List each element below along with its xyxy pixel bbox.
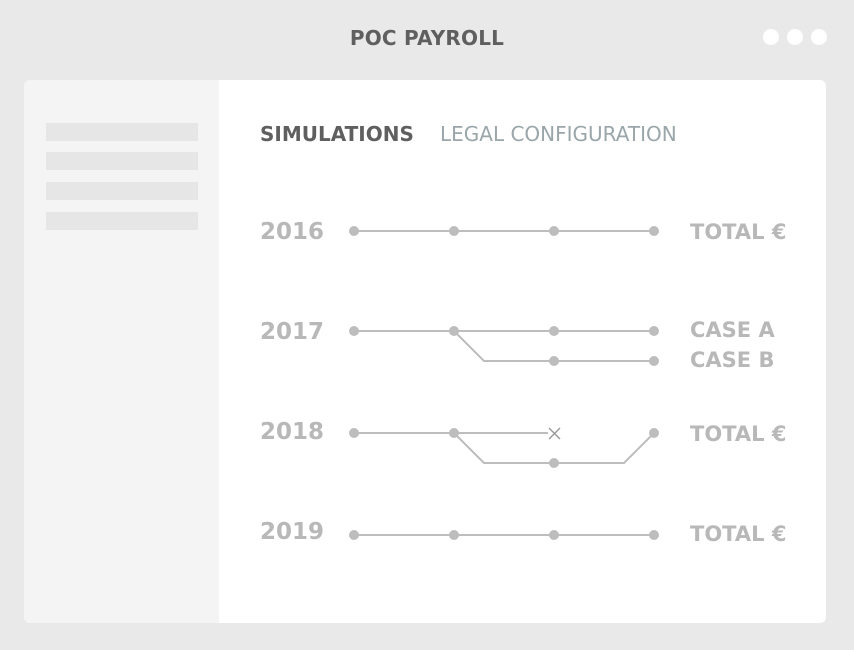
- row-year-2018: 2018: [260, 419, 325, 445]
- window-controls: [763, 29, 827, 45]
- track-node: [649, 356, 659, 366]
- track-line-2017-b: [453, 330, 654, 362]
- row-label-case-a: CASE A: [690, 318, 775, 342]
- row-label-total-2019: TOTAL €: [690, 522, 787, 546]
- track-node: [449, 530, 459, 540]
- row-year-2016: 2016: [260, 219, 325, 245]
- row-label-total-2016: TOTAL €: [690, 220, 787, 244]
- window-dot-1[interactable]: [763, 29, 779, 45]
- track-node: [649, 326, 659, 336]
- track-node: [549, 226, 559, 236]
- title-bar: POC PAYROLL: [0, 0, 854, 80]
- close-icon: [548, 427, 561, 440]
- track-node: [349, 226, 359, 236]
- window-dot-2[interactable]: [787, 29, 803, 45]
- track-node: [349, 530, 359, 540]
- track-node: [449, 428, 459, 438]
- sidebar-item-placeholder[interactable]: [46, 212, 198, 230]
- tab-simulations[interactable]: SIMULATIONS: [260, 122, 414, 146]
- row-year-2019: 2019: [260, 519, 325, 545]
- track-node: [449, 326, 459, 336]
- sidebar: [24, 80, 219, 623]
- app-title: POC PAYROLL: [349, 26, 505, 50]
- main-window: SIMULATIONS LEGAL CONFIGURATION 2016 TOT…: [24, 80, 826, 623]
- row-label-total-2018: TOTAL €: [690, 422, 787, 446]
- row-year-2017: 2017: [260, 319, 325, 345]
- sidebar-item-placeholder[interactable]: [46, 152, 198, 170]
- simulation-tracks: [349, 226, 659, 540]
- row-label-case-b: CASE B: [690, 348, 775, 372]
- track-node: [649, 428, 659, 438]
- window-dot-3[interactable]: [811, 29, 827, 45]
- track-node: [549, 356, 559, 366]
- track-node: [649, 530, 659, 540]
- track-node: [549, 458, 559, 468]
- sidebar-item-placeholder[interactable]: [46, 182, 198, 200]
- track-node: [449, 226, 459, 236]
- track-node: [549, 326, 559, 336]
- tab-legal-configuration[interactable]: LEGAL CONFIGURATION: [440, 122, 677, 146]
- track-node: [349, 428, 359, 438]
- sidebar-item-placeholder[interactable]: [46, 123, 198, 141]
- track-node: [649, 226, 659, 236]
- track-node: [349, 326, 359, 336]
- track-node: [549, 530, 559, 540]
